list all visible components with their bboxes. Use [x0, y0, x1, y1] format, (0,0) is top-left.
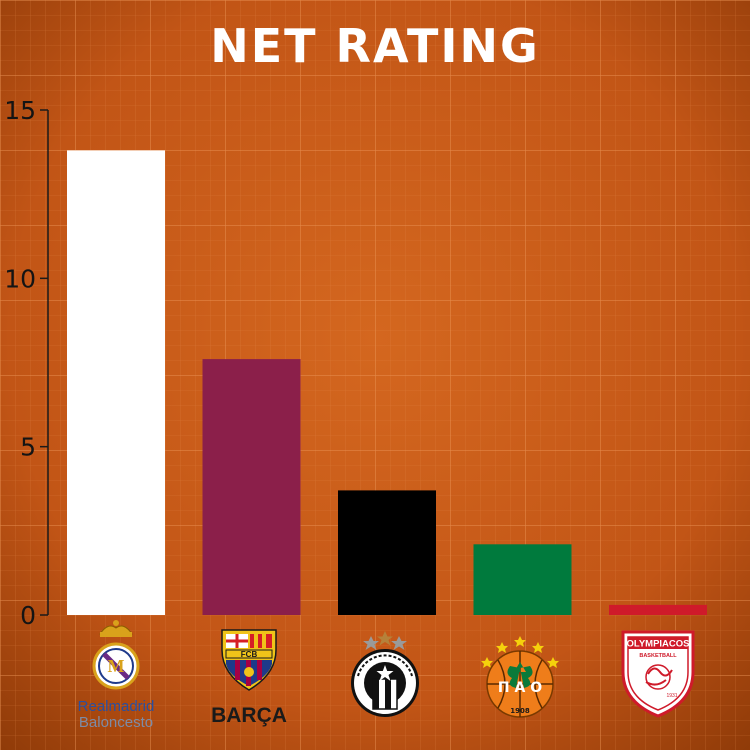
category-logo-partizan [351, 631, 419, 717]
y-tick-label: 5 [20, 433, 36, 462]
svg-text:M: M [108, 656, 125, 676]
bars-group [67, 150, 707, 615]
y-axis: 0 5 10 15 [4, 96, 49, 630]
svg-text:FCB: FCB [241, 650, 258, 659]
real-madrid-logo-text-2: Baloncesto [79, 714, 153, 731]
real-madrid-crest-icon: M [92, 620, 140, 690]
panathinaikos-crest-icon: Π Α Ο 1908 [481, 636, 559, 718]
y-tick-label: 10 [4, 264, 36, 293]
svg-text:1931: 1931 [666, 693, 677, 699]
bar-real-madrid [67, 150, 165, 615]
partizan-crest-icon [351, 631, 419, 717]
x-axis-logos: M Realmadrid Baloncesto FCB [78, 620, 695, 731]
category-logo-barca: FCB BARÇA [211, 629, 287, 727]
bar-bar-a [202, 359, 301, 615]
barca-logo-text: BARÇA [211, 704, 287, 727]
svg-text:BASKETBALL: BASKETBALL [639, 653, 677, 659]
y-tick-label: 15 [4, 96, 36, 125]
svg-text:Π Α Ο: Π Α Ο [498, 680, 542, 696]
y-tick-label: 0 [20, 601, 36, 630]
chart-title: NET RATING [210, 19, 540, 73]
bar-olympiacos [609, 604, 707, 615]
svg-text:1908: 1908 [510, 707, 530, 715]
real-madrid-logo-text-1: Realmadrid [78, 698, 155, 715]
bar-partizan [338, 490, 436, 615]
category-logo-olympiacos: OLYMPIACOS BASKETBALL 1931 [621, 630, 695, 718]
category-logo-panathinaikos: Π Α Ο 1908 [481, 636, 559, 718]
fcb-crest-icon: FCB [221, 629, 277, 691]
svg-text:OLYMPIACOS: OLYMPIACOS [627, 639, 690, 650]
category-logo-real-madrid: M Realmadrid Baloncesto [78, 620, 155, 731]
bar-panathinaikos [473, 544, 572, 615]
olympiacos-crest-icon: OLYMPIACOS BASKETBALL 1931 [621, 630, 695, 718]
